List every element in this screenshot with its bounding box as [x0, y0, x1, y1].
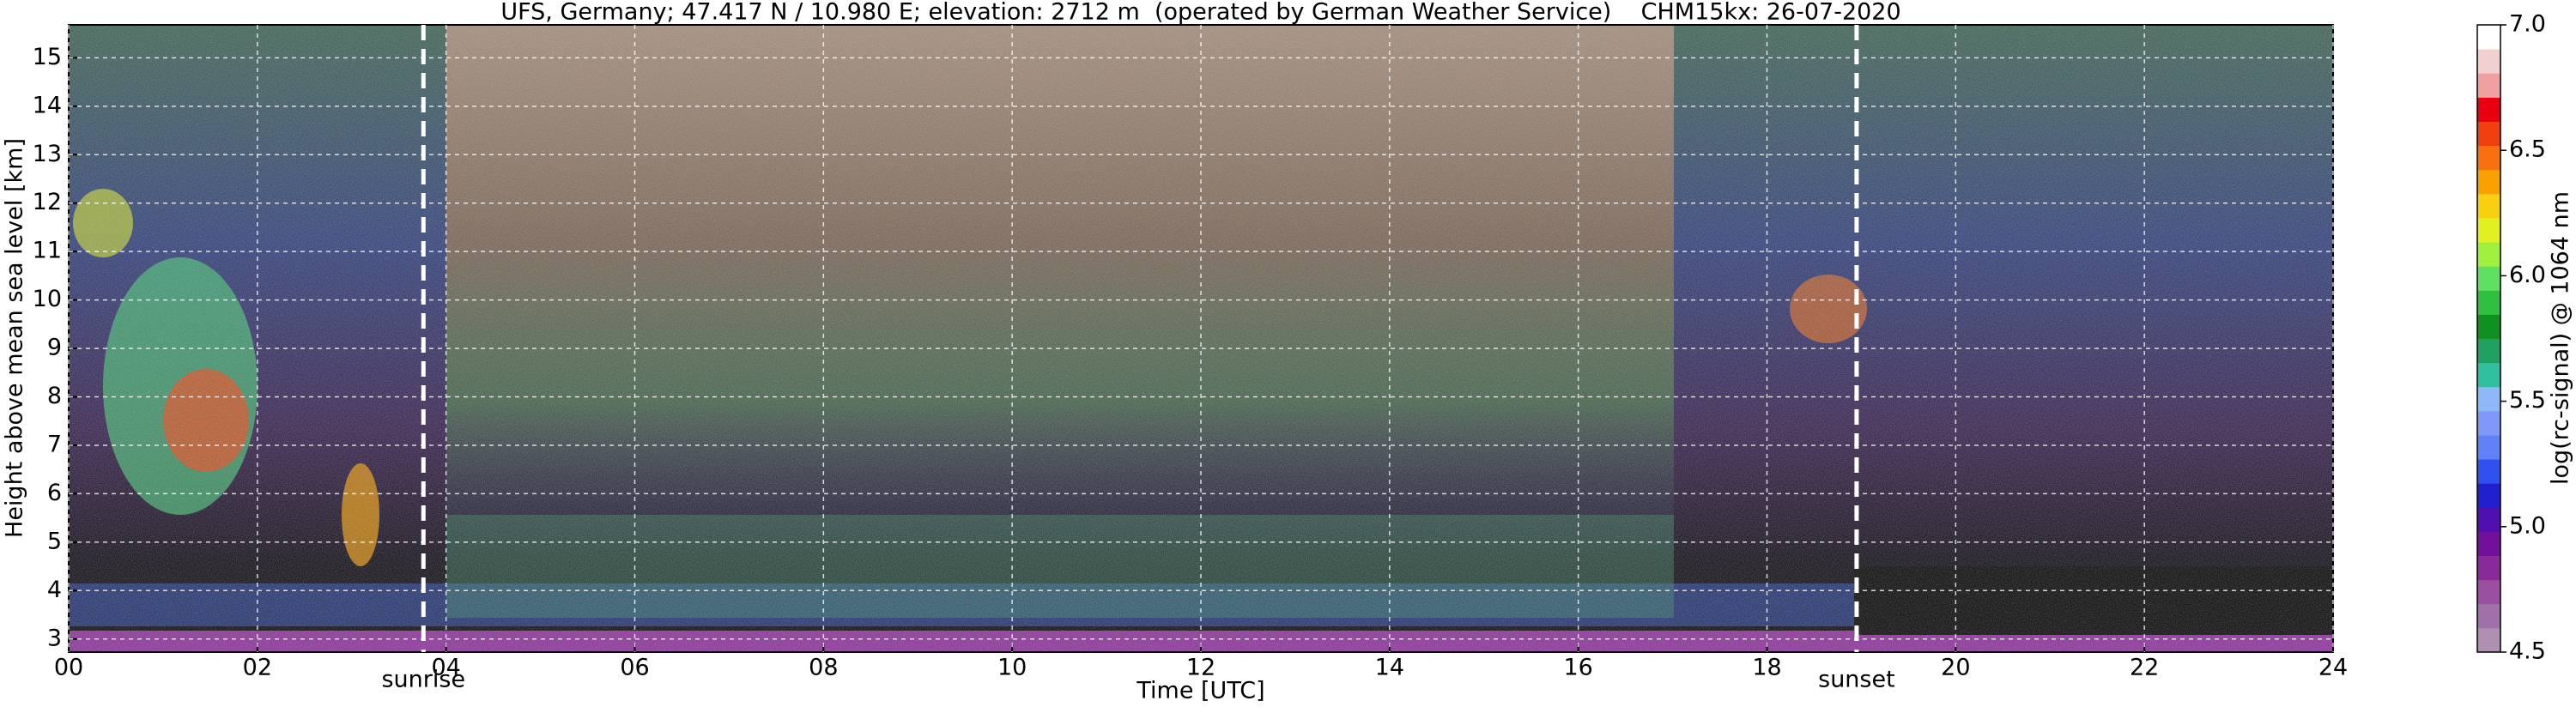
- colorbar-tick-label: 6.0: [2509, 262, 2546, 288]
- colorbar-swatch: [2477, 531, 2500, 557]
- colorbar-swatch: [2477, 121, 2500, 147]
- y-tick-label: 13: [33, 141, 62, 167]
- y-tick-label: 3: [47, 625, 62, 651]
- colorbar-swatch: [2477, 314, 2500, 339]
- y-tick-label: 9: [47, 335, 62, 361]
- annotation-label: sunset: [1818, 667, 1895, 693]
- colorbar-swatch: [2477, 579, 2500, 605]
- colorbar-swatch: [2477, 603, 2500, 629]
- colorbar-swatch: [2477, 386, 2500, 412]
- colorbar-swatch: [2477, 266, 2500, 291]
- x-tick-label: 24: [2318, 655, 2348, 681]
- chart-title: UFS, Germany; 47.417 N / 10.980 E; eleva…: [500, 0, 1900, 26]
- y-tick-label: 8: [47, 383, 62, 409]
- colorbar-label: log(rc-signal) @ 1064 nm: [2548, 191, 2574, 485]
- x-tick-label: 04: [431, 655, 460, 681]
- colorbar-swatch: [2477, 627, 2500, 653]
- colorbar-swatch: [2477, 242, 2500, 267]
- colorbar-swatch: [2477, 362, 2500, 388]
- y-axis-label: Height above mean sea level [km]: [2, 138, 28, 538]
- y-tick-label: 10: [33, 286, 62, 312]
- x-tick-label: 10: [997, 655, 1027, 681]
- x-axis-label: Time [UTC]: [1136, 678, 1264, 704]
- colorbar-swatch: [2477, 290, 2500, 315]
- x-tick-label: 18: [1752, 655, 1781, 681]
- colorbar-swatch: [2477, 483, 2500, 508]
- colorbar-tick-label: 6.5: [2509, 136, 2546, 163]
- y-tick-label: 11: [33, 238, 62, 264]
- colorbar-tick-label: 7.0: [2509, 11, 2546, 38]
- heatmap-image: [69, 25, 2333, 652]
- colorbar-swatch: [2477, 217, 2500, 243]
- annotation-label: sunrise: [381, 667, 465, 693]
- colorbar-swatch: [2477, 434, 2500, 460]
- colorbar-tick-label: 5.0: [2509, 512, 2546, 539]
- x-tick-label: 16: [1563, 655, 1592, 681]
- colorbar-frame: [2476, 24, 2501, 653]
- x-tick-label: 00: [54, 655, 83, 681]
- colorbar-swatch: [2477, 555, 2500, 581]
- x-tick-label: 02: [243, 655, 272, 681]
- colorbar-swatch: [2477, 49, 2500, 74]
- colorbar-swatch: [2477, 169, 2500, 195]
- colorbar-swatch: [2477, 459, 2500, 484]
- colorbar-swatch: [2477, 193, 2500, 219]
- x-tick-label: 12: [1186, 655, 1215, 681]
- colorbar-tick-label: 5.5: [2509, 387, 2546, 414]
- colorbar-swatch: [2477, 97, 2500, 122]
- x-tick-label: 14: [1375, 655, 1404, 681]
- x-tick-label: 08: [809, 655, 838, 681]
- colorbar-swatch: [2477, 338, 2500, 364]
- y-tick-label: 6: [47, 480, 62, 506]
- colorbar-swatch: [2477, 25, 2500, 50]
- y-tick-label: 14: [33, 92, 62, 118]
- colorbar-swatch: [2477, 73, 2500, 98]
- colorbar-swatch: [2477, 410, 2500, 436]
- colorbar-tick-label: 4.5: [2509, 638, 2546, 665]
- x-tick-label: 20: [1941, 655, 1970, 681]
- y-tick-label: 4: [47, 577, 62, 603]
- colorbar-swatch: [2477, 507, 2500, 532]
- y-tick-label: 15: [33, 44, 62, 70]
- x-tick-label: 22: [2130, 655, 2159, 681]
- y-tick-label: 12: [33, 189, 62, 215]
- x-tick-label: 06: [620, 655, 649, 681]
- y-tick-label: 5: [47, 528, 62, 554]
- colorbar-swatch: [2477, 145, 2500, 171]
- y-tick-label: 7: [47, 431, 62, 457]
